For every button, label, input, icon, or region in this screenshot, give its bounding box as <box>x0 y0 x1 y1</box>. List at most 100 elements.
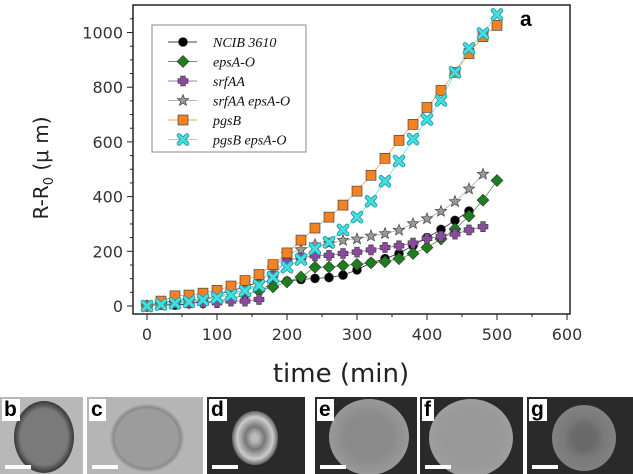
photo-panel-e: e <box>315 397 417 474</box>
data-point <box>365 169 377 181</box>
legend-item: pgsB epsA-O <box>168 133 287 149</box>
legend-item: srfAA epsA-O <box>168 93 290 110</box>
series-line <box>146 180 498 307</box>
data-point <box>238 284 252 298</box>
panel-label: e <box>317 399 334 421</box>
data-point <box>294 253 308 266</box>
x-tick-label: 500 <box>482 325 513 344</box>
data-point <box>351 185 363 197</box>
data-point <box>476 27 490 40</box>
x-axis-label: time (min) <box>273 359 409 389</box>
data-point <box>420 241 434 254</box>
data-point <box>378 226 392 240</box>
legend-label: epsA-O <box>213 56 255 71</box>
data-point <box>224 288 238 302</box>
data-point <box>420 113 434 126</box>
data-point <box>392 252 406 266</box>
colony-image <box>552 405 616 471</box>
data-point <box>448 66 462 79</box>
photo-panel-d: d <box>207 397 305 474</box>
panel-label: b <box>2 399 20 421</box>
y-tick-label: 600 <box>92 133 123 152</box>
data-point <box>154 298 168 311</box>
colony-image <box>329 399 409 474</box>
y-tick-label: 200 <box>92 242 123 261</box>
legend-label: srfAA epsA-O <box>213 95 290 110</box>
legend-label: srfAA <box>213 75 245 90</box>
plot-frame <box>132 4 571 315</box>
data-point <box>406 132 420 146</box>
data-point <box>280 260 294 274</box>
scale-bar <box>425 465 451 469</box>
scale-bar <box>320 465 346 469</box>
data-point <box>392 154 406 168</box>
scale-bar <box>92 465 118 469</box>
data-point <box>449 228 461 240</box>
series-line <box>146 210 470 307</box>
data-point <box>407 237 419 249</box>
data-point <box>393 134 405 146</box>
data-point <box>210 291 224 305</box>
y-tick-label: 400 <box>92 188 123 207</box>
data-point <box>322 260 336 274</box>
data-point <box>323 250 335 261</box>
data-point <box>462 182 476 195</box>
data-point <box>462 209 476 223</box>
data-point <box>239 295 251 307</box>
data-point <box>294 270 308 284</box>
data-point <box>491 20 503 31</box>
data-point <box>337 199 349 211</box>
x-tick-label: 0 <box>142 325 152 344</box>
data-point <box>350 210 364 224</box>
data-point <box>309 222 321 234</box>
series-pgsb-epsa-o <box>140 8 504 313</box>
x-tick-label: 200 <box>272 325 303 344</box>
data-point <box>476 193 490 207</box>
x-tick-label: 100 <box>202 325 233 344</box>
data-point <box>350 232 364 245</box>
legend-marker <box>177 75 189 87</box>
data-point <box>295 234 307 246</box>
data-point <box>364 229 378 242</box>
legend-marker <box>176 55 190 68</box>
y-axis-label-main: R-R <box>29 185 53 219</box>
colony-image <box>429 399 513 474</box>
data-point <box>365 244 377 256</box>
data-point <box>253 269 265 280</box>
data-point <box>364 194 378 208</box>
data-point <box>253 294 265 305</box>
data-point <box>420 211 434 225</box>
y-tick-label: 800 <box>92 78 123 97</box>
data-point <box>364 256 378 270</box>
data-point <box>310 273 320 284</box>
legend-marker <box>176 133 190 146</box>
data-point <box>435 230 447 242</box>
data-point <box>281 247 293 259</box>
data-point <box>182 295 196 309</box>
data-point <box>196 293 210 307</box>
data-point <box>379 242 391 253</box>
series-epsa-o <box>140 174 504 313</box>
data-point <box>252 279 266 292</box>
colony-image <box>232 411 278 465</box>
data-point <box>378 174 392 188</box>
data-point <box>434 94 448 107</box>
panel-label: g <box>529 399 547 421</box>
legend-box <box>151 24 307 153</box>
data-point <box>350 258 364 271</box>
data-point <box>392 223 406 236</box>
data-point <box>266 270 280 284</box>
data-point <box>477 221 489 232</box>
scale-bar <box>212 465 238 469</box>
data-point <box>337 248 349 259</box>
x-tick-label: 300 <box>342 325 373 344</box>
y-tick-label: 0 <box>113 297 123 316</box>
legend-item: pgsB <box>168 114 241 129</box>
data-point <box>308 242 322 256</box>
legend-marker <box>176 93 190 107</box>
data-point <box>225 280 237 292</box>
panel-label-a: a <box>520 8 532 31</box>
legend-item: srfAA <box>168 75 245 90</box>
legend-label: pgsB <box>212 114 241 129</box>
data-point <box>308 260 322 274</box>
